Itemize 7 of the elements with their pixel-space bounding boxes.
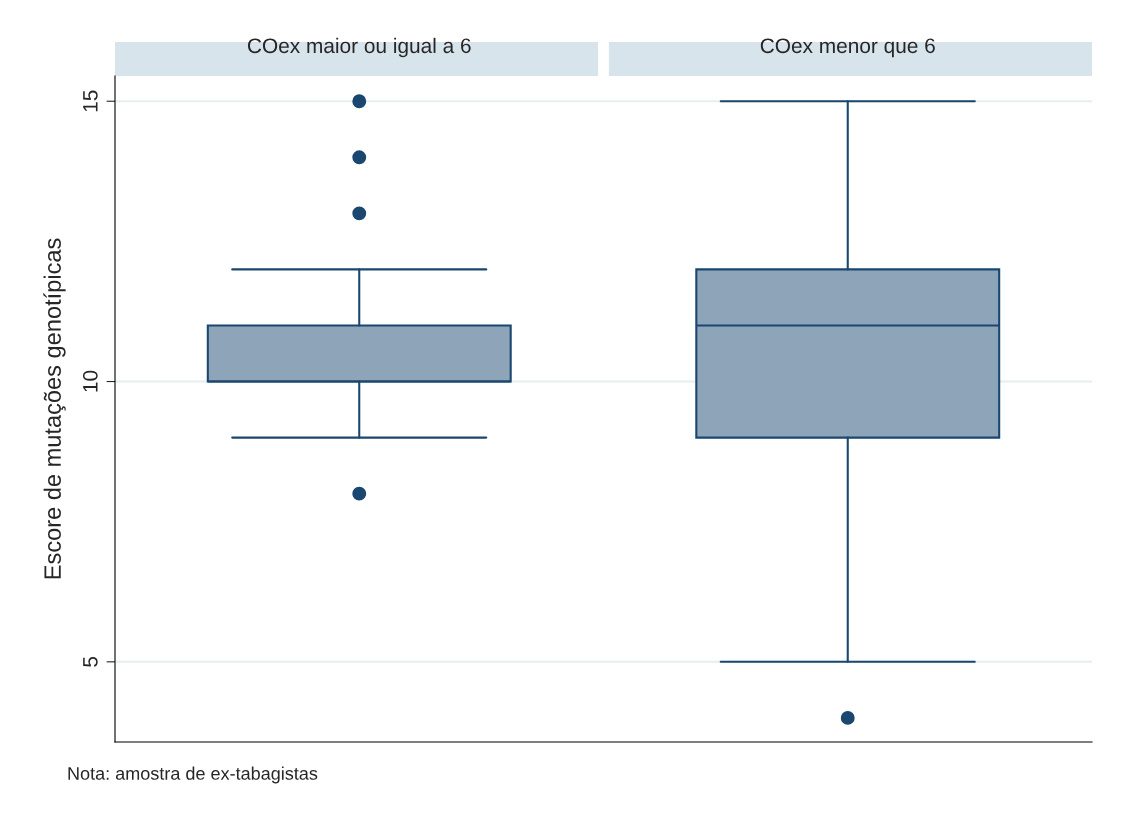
y-tick-label: 10 (82, 370, 98, 392)
y-tick-label: 15 (83, 90, 98, 112)
y-axis-title: Escore de mutações genotípicas (43, 238, 66, 579)
y-tick-label: 5 (83, 656, 98, 667)
x-tick-label: COex maior ou igual a 6 (247, 37, 471, 58)
x-tick-label: COex menor que 6 (760, 38, 935, 58)
text: Nota: amostra de ex-tabagistas (68, 766, 318, 784)
